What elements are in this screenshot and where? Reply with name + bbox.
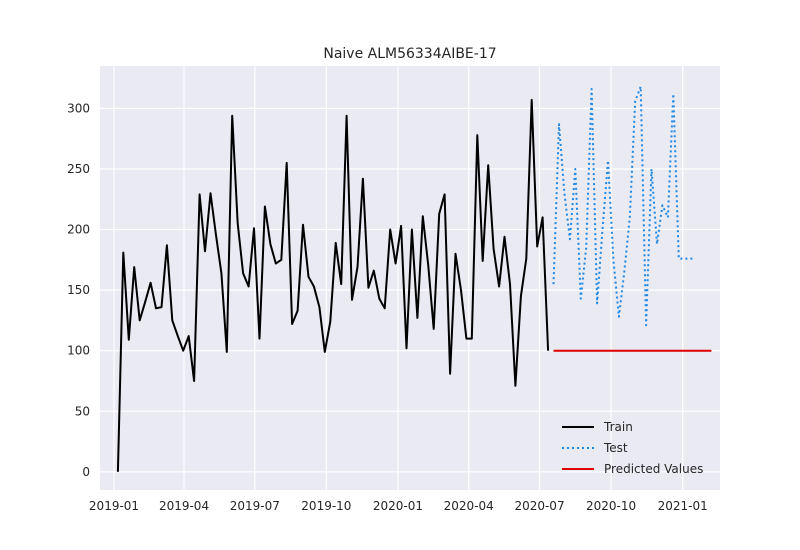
y-tick-label: 300 [67, 101, 90, 115]
y-tick-label: 50 [75, 404, 90, 418]
x-tick-label: 2019-01 [89, 499, 139, 513]
x-tick-label: 2021-01 [658, 499, 708, 513]
x-tick-label: 2019-04 [159, 499, 209, 513]
x-tick-label: 2019-10 [301, 499, 351, 513]
y-tick-label: 250 [67, 162, 90, 176]
y-tick-label: 0 [82, 465, 90, 479]
legend: Train Test Predicted Values [562, 420, 703, 476]
y-tick-label: 150 [67, 283, 90, 297]
legend-label: Train [603, 420, 633, 434]
legend-label: Test [603, 441, 628, 455]
series-line-train [116, 98, 550, 472]
series-layer [116, 85, 712, 472]
x-tick-label: 2020-10 [586, 499, 636, 513]
y-tick-label: 200 [67, 223, 90, 237]
chart-title: Naive ALM56334AIBE-17 [323, 46, 496, 62]
legend-label: Predicted Values [604, 462, 703, 476]
x-tick-label: 2020-04 [444, 499, 494, 513]
x-tick-label: 2019-07 [230, 499, 280, 513]
y-tick-label: 100 [67, 344, 90, 358]
x-axis-tick-labels: 2019-01 2019-04 2019-07 2019-10 2020-01 2020-… [89, 499, 708, 513]
y-axis-tick-labels: 0 50 100 150 200 250 300 [67, 101, 90, 478]
x-tick-label: 2020-01 [373, 499, 423, 513]
series-line-test [552, 85, 696, 327]
x-tick-label: 2020-07 [514, 499, 564, 513]
